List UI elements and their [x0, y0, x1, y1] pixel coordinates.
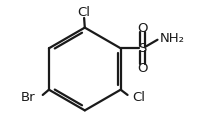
Text: O: O [137, 62, 147, 75]
Text: Br: Br [21, 91, 36, 104]
Text: S: S [138, 42, 146, 55]
Text: O: O [137, 22, 147, 35]
Text: Cl: Cl [132, 91, 145, 104]
Text: NH₂: NH₂ [160, 32, 185, 45]
Text: Cl: Cl [78, 6, 91, 19]
